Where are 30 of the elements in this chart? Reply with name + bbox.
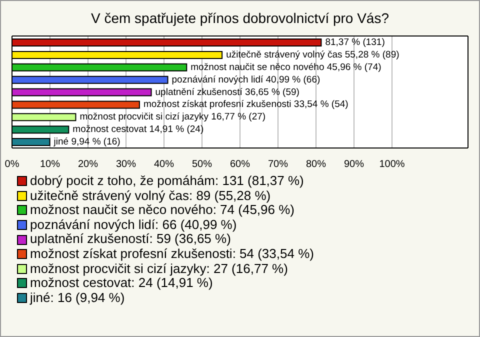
legend-label: dobrý pocit z toho, že pomáhám: 131 (81,37 %) (30, 173, 304, 189)
data-label: jiné 9,94 % (16) (52, 136, 120, 148)
x-tick-label: 100% (379, 159, 405, 170)
x-tick-label: 0% (4, 159, 20, 170)
x-tick-label: 10% (40, 159, 60, 170)
data-label: možnost procvičit si cizí jazyky 16,77 % (27) (80, 112, 266, 123)
legend-label: možnost procvičit si cizí jazyky: 27 (16,77 %) (30, 260, 288, 276)
x-tick-label: 50% (192, 159, 212, 170)
legend-label: uplatnění zkušeností: 59 (36,65 %) (30, 231, 231, 247)
data-label: možnost cestovat 14,91 % (24) (72, 124, 204, 136)
legend-label: možnost cestovat: 24 (14,91 %) (30, 275, 213, 291)
data-label: možnost naučit se něco nového 45,96 % (74) (190, 62, 382, 73)
data-label: 81,37 % (131) (325, 37, 385, 48)
data-label: poznávání nových lidí 40,99 % (66) (172, 74, 320, 86)
x-tick-label: 40% (154, 159, 174, 170)
x-tick-label: 80% (306, 159, 326, 170)
legend-label: možnost získat profesní zkušenosti: 54 (33,54 %) (30, 246, 314, 262)
data-label: možnost získat profesní zkušenosti 33,54 % (54) (143, 99, 348, 110)
x-tick-label: 60% (230, 159, 250, 170)
x-tick-label: 20% (78, 159, 98, 170)
legend-label: možnost naučit se něco nového: 74 (45,96 %) (30, 202, 294, 218)
legend-label: užitečně strávený volný čas: 89 (55,28 %) (30, 188, 271, 204)
x-tick-label: 30% (116, 159, 136, 170)
legend-label: jiné: 16 (9,94 %) (30, 290, 125, 306)
data-label: užitečně strávený volný čas 55,28 % (89) (226, 49, 400, 60)
legend-label: poznávání nových lidí: 66 (40,99 %) (30, 216, 237, 232)
data-label: uplatnění zkušeností 36,65 % (59) (155, 86, 300, 98)
chart-title: V čem spatřujete přínos dobrovolnictví pro Vás? (90, 10, 390, 28)
x-tick-label: 70% (268, 159, 288, 170)
x-tick-label: 90% (344, 159, 364, 170)
